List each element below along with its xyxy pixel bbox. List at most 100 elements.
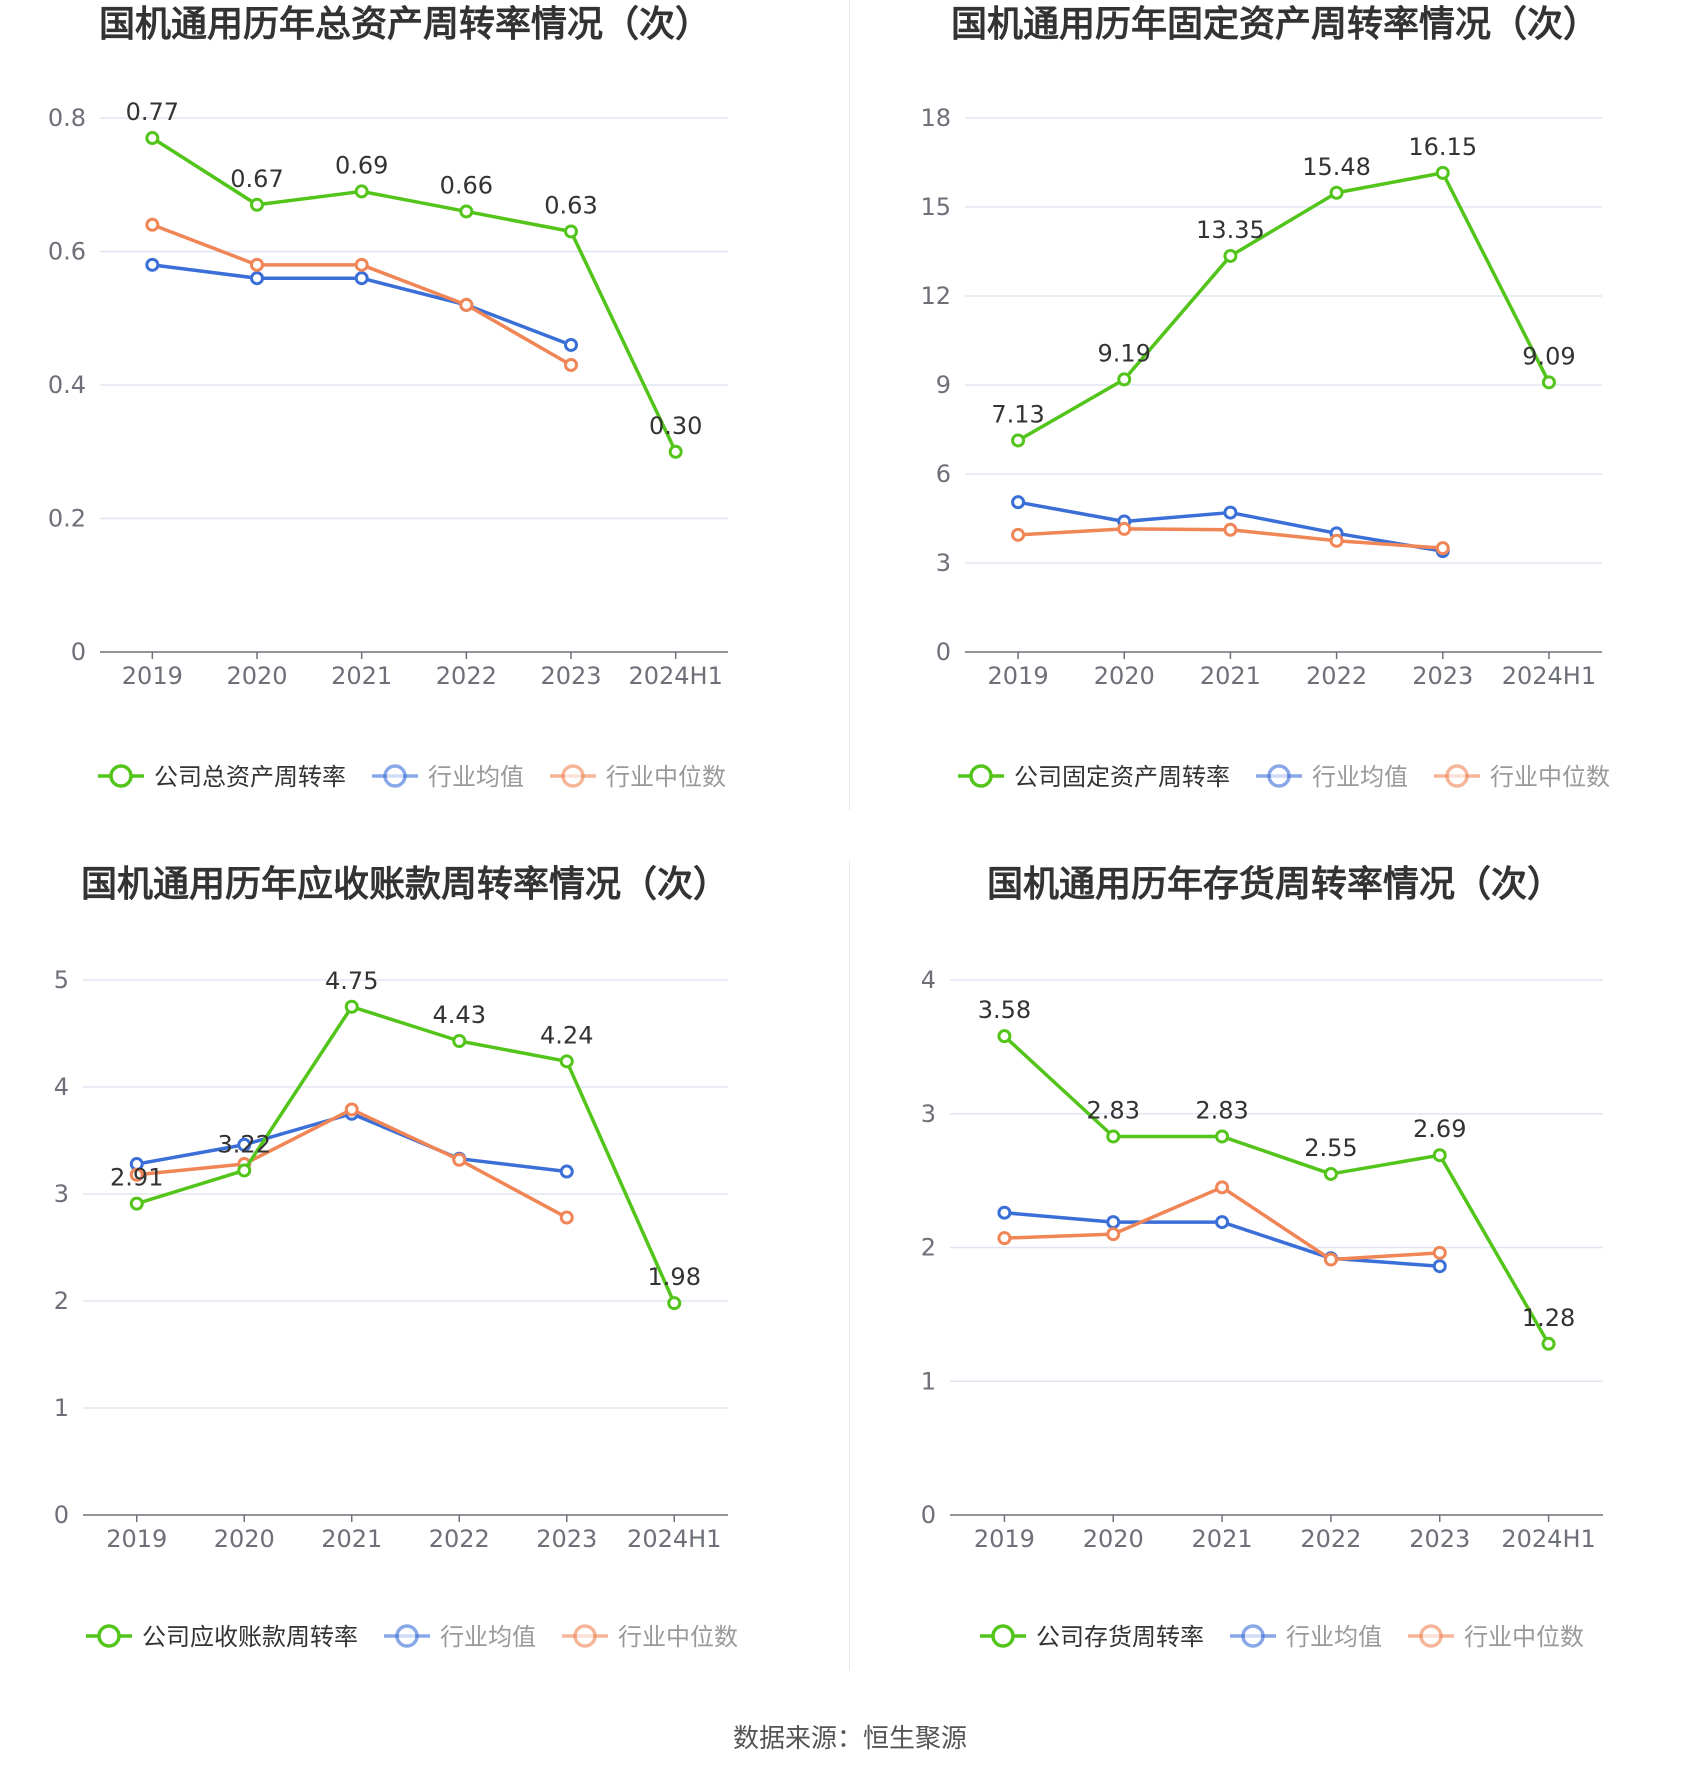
x-tick-label: 2021 — [1192, 1525, 1253, 1553]
legend-item-avg[interactable]: 行业均值 — [384, 1623, 536, 1651]
data-point-median[interactable] — [1117, 521, 1132, 536]
data-point-company[interactable] — [1435, 165, 1450, 180]
x-tick-label: 2022 — [429, 1525, 490, 1553]
legend-item-company[interactable]: 公司总资产周转率 — [98, 763, 346, 791]
data-point-company[interactable] — [1117, 372, 1132, 387]
legend-label: 行业中位数 — [1464, 1623, 1584, 1651]
data-point-avg[interactable] — [1011, 495, 1026, 510]
data-point-median[interactable] — [997, 1231, 1012, 1246]
data-point-company[interactable] — [1011, 433, 1026, 448]
chart-svg: 国机通用历年应收账款周转率情况（次） 0 1 2 3 4 5 2019 2020 2021 2022… — [54, 864, 738, 1651]
data-point-company[interactable] — [1106, 1129, 1121, 1144]
data-point-company[interactable] — [129, 1196, 144, 1211]
data-point-company[interactable] — [559, 1054, 574, 1069]
data-point-company[interactable] — [1541, 375, 1556, 390]
legend-item-median[interactable]: 行业中位数 — [1408, 1623, 1584, 1651]
data-point-company[interactable] — [1223, 248, 1238, 263]
data-point-median[interactable] — [1329, 533, 1344, 548]
legend-item-median[interactable]: 行业中位数 — [562, 1623, 738, 1651]
data-point-company[interactable] — [1323, 1166, 1338, 1181]
legend-item-median[interactable]: 行业中位数 — [550, 763, 726, 791]
legend-marker — [969, 764, 993, 788]
data-label: 4.43 — [433, 1001, 486, 1029]
data-source-note: 数据来源：恒生聚源 — [732, 1724, 967, 1754]
data-point-avg[interactable] — [1432, 1259, 1447, 1274]
data-point-avg[interactable] — [564, 337, 578, 352]
data-point-median[interactable] — [559, 1210, 574, 1225]
x-tick-label: 2021 — [1200, 662, 1261, 690]
legend-item-avg[interactable]: 行业均值 — [1256, 763, 1408, 791]
data-point-avg[interactable] — [145, 257, 160, 272]
legend-item-company[interactable]: 公司应收账款周转率 — [86, 1623, 358, 1651]
data-label: 0.77 — [126, 98, 179, 126]
chart-inventory-turnover: 国机通用历年存货周转率情况（次） 0 1 2 3 4 2019 2020 2021 2022 202… — [850, 860, 1700, 1720]
data-point-median[interactable] — [1223, 522, 1238, 537]
data-point-avg[interactable] — [250, 271, 264, 286]
data-point-company[interactable] — [1541, 1336, 1556, 1351]
data-label: 2.55 — [1304, 1134, 1357, 1162]
legend-label: 行业均值 — [428, 763, 524, 791]
data-point-company[interactable] — [452, 1033, 467, 1048]
data-point-avg[interactable] — [354, 271, 369, 286]
chart-title: 国机通用历年总资产周转率情况（次） — [99, 4, 711, 45]
y-tick-label: 0 — [936, 638, 951, 666]
data-point-company[interactable] — [354, 184, 369, 199]
chart-title: 国机通用历年固定资产周转率情况（次） — [951, 4, 1599, 45]
data-point-company[interactable] — [250, 197, 264, 212]
data-point-median[interactable] — [1011, 527, 1026, 542]
data-point-company[interactable] — [1432, 1148, 1447, 1163]
legend-item-avg[interactable]: 行业均值 — [372, 763, 524, 791]
data-point-avg[interactable] — [1215, 1215, 1230, 1230]
data-point-median[interactable] — [1106, 1227, 1121, 1242]
data-point-median[interactable] — [354, 257, 369, 272]
legend-item-median[interactable]: 行业中位数 — [1434, 763, 1610, 791]
data-point-company[interactable] — [997, 1029, 1012, 1044]
x-tick-label: 2019 — [106, 1525, 167, 1553]
data-point-median[interactable] — [1435, 541, 1450, 556]
data-label: 0.30 — [649, 412, 702, 440]
legend-marker — [109, 764, 133, 788]
data-point-company[interactable] — [667, 1296, 682, 1311]
data-point-company[interactable] — [668, 444, 683, 459]
x-tick-label: 2019 — [122, 662, 183, 690]
data-point-avg[interactable] — [559, 1164, 574, 1179]
x-tick-label: 2023 — [1409, 1525, 1470, 1553]
data-point-company[interactable] — [1329, 185, 1344, 200]
data-point-company[interactable] — [237, 1163, 252, 1178]
y-tick-label: 0 — [71, 638, 86, 666]
data-point-company[interactable] — [564, 224, 578, 239]
data-label: 2.91 — [110, 1164, 163, 1192]
data-point-median[interactable] — [1215, 1180, 1230, 1195]
y-tick-label: 3 — [54, 1180, 69, 1208]
data-point-median[interactable] — [564, 357, 578, 372]
legend-item-company[interactable]: 公司存货周转率 — [980, 1623, 1204, 1651]
data-point-company[interactable] — [145, 131, 160, 146]
data-point-median[interactable] — [145, 217, 160, 232]
legend-item-avg[interactable]: 行业均值 — [1230, 1623, 1382, 1651]
data-label: 2.83 — [1195, 1096, 1248, 1124]
data-point-avg[interactable] — [237, 1137, 252, 1152]
x-tick-label: 2022 — [436, 662, 497, 690]
data-point-avg[interactable] — [997, 1205, 1012, 1220]
y-tick-label: 1 — [921, 1367, 936, 1395]
data-point-median[interactable] — [129, 1167, 144, 1182]
data-point-median[interactable] — [1432, 1245, 1447, 1260]
data-point-company[interactable] — [459, 204, 474, 219]
data-point-avg[interactable] — [1223, 505, 1238, 520]
data-point-median[interactable] — [452, 1152, 467, 1167]
data-point-company[interactable] — [1215, 1129, 1230, 1144]
data-point-avg[interactable] — [1106, 1215, 1121, 1230]
data-point-company[interactable] — [344, 999, 359, 1014]
series-line-company — [1003, 1034, 1551, 1345]
y-tick-label: 0 — [921, 1501, 936, 1529]
data-point-median[interactable] — [344, 1102, 359, 1117]
legend-item-company[interactable]: 公司固定资产周转率 — [958, 763, 1230, 791]
chart-total-asset-turnover: 国机通用历年总资产周转率情况（次） 0 0.2 0.4 0.6 0.8 2019 2020 20… — [0, 0, 850, 860]
data-point-median[interactable] — [459, 297, 474, 312]
series-line-company — [136, 1005, 676, 1304]
legend-marker — [1419, 1624, 1443, 1648]
data-point-median[interactable] — [1323, 1252, 1338, 1267]
data-point-median[interactable] — [250, 257, 264, 272]
legend-label: 行业均值 — [440, 1623, 536, 1651]
y-tick-label: 0 — [54, 1501, 69, 1529]
